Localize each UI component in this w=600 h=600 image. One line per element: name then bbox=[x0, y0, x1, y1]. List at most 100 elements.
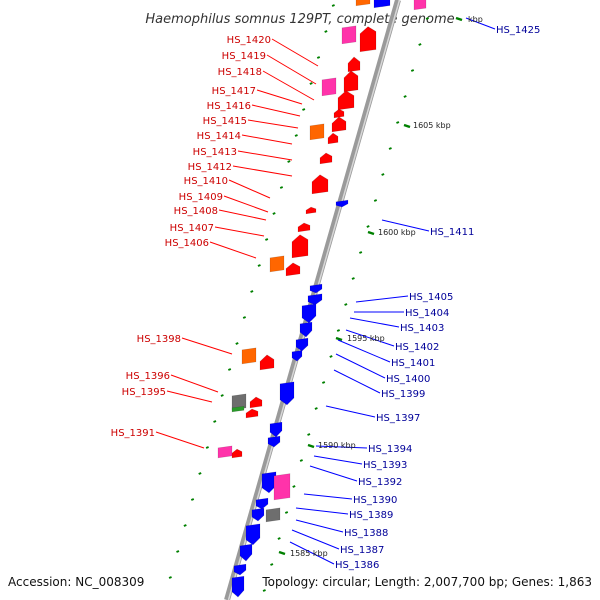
gene-feature bbox=[259, 354, 275, 371]
gene-feature bbox=[413, 0, 427, 11]
gene-label[interactable]: HS_1417 bbox=[212, 86, 256, 97]
gene-label[interactable]: HS_1395 bbox=[122, 387, 166, 398]
scale-tick bbox=[168, 576, 172, 579]
leader-line bbox=[355, 295, 409, 303]
scale-tick bbox=[284, 511, 289, 514]
leader-line bbox=[291, 529, 340, 550]
gene-label[interactable]: HS_1420 bbox=[227, 35, 271, 46]
gene-feature bbox=[273, 473, 291, 501]
gene-label[interactable]: HS_1396 bbox=[126, 371, 170, 382]
gene-label[interactable]: HS_1397 bbox=[376, 413, 420, 424]
scale-tick bbox=[287, 160, 291, 163]
gene-label[interactable]: HS_1390 bbox=[353, 495, 397, 506]
scale-tick bbox=[292, 485, 296, 488]
gene-label[interactable]: HS_1410 bbox=[184, 176, 228, 187]
scale-tick bbox=[316, 56, 321, 59]
gene-label[interactable]: HS_1414 bbox=[197, 131, 241, 142]
gene-feature bbox=[335, 199, 349, 208]
gene-label[interactable]: HS_1391 bbox=[111, 428, 155, 439]
gene-feature bbox=[261, 471, 277, 494]
leader-line bbox=[266, 54, 317, 85]
scale-tick bbox=[307, 433, 311, 436]
gene-feature bbox=[333, 108, 345, 119]
gene-feature bbox=[331, 116, 347, 133]
scale-tick bbox=[183, 524, 187, 527]
gene-label[interactable]: HS_1392 bbox=[358, 477, 402, 488]
gene-label[interactable]: HS_1425 bbox=[496, 25, 540, 36]
gene-label[interactable]: HS_1398 bbox=[137, 334, 181, 345]
scale-tick bbox=[344, 303, 348, 306]
gene-feature bbox=[291, 234, 309, 259]
gene-feature bbox=[239, 543, 253, 562]
gene-label[interactable]: HS_1412 bbox=[188, 162, 232, 173]
scale-tick bbox=[331, 4, 335, 7]
gene-label[interactable]: HS_1401 bbox=[391, 358, 435, 369]
position-marker: 1605 kbp bbox=[413, 121, 451, 130]
gene-feature bbox=[307, 293, 323, 306]
gene-feature bbox=[311, 174, 329, 195]
gene-label[interactable]: HS_1406 bbox=[165, 238, 209, 249]
scale-tick bbox=[250, 290, 254, 293]
gene-feature bbox=[255, 497, 269, 510]
gene-feature bbox=[337, 90, 355, 111]
gene-label[interactable]: HS_1388 bbox=[344, 528, 388, 539]
leader-line bbox=[381, 219, 430, 232]
leader-line bbox=[325, 405, 376, 418]
leader-line bbox=[315, 445, 368, 449]
scale-tick bbox=[277, 537, 281, 540]
leader-line bbox=[237, 150, 293, 161]
leader-line bbox=[289, 541, 335, 565]
gene-feature bbox=[233, 563, 247, 576]
accession-text: Accession: NC_008309 bbox=[8, 575, 144, 589]
leader-line bbox=[295, 519, 344, 533]
gene-label[interactable]: HS_1411 bbox=[430, 227, 474, 238]
gene-label[interactable]: HS_1402 bbox=[395, 342, 439, 353]
gene-label[interactable]: HS_1404 bbox=[405, 308, 449, 319]
scale-tick bbox=[299, 459, 303, 462]
position-marker-tick bbox=[367, 230, 375, 236]
position-marker-tick bbox=[403, 123, 411, 129]
leader-line bbox=[166, 390, 213, 403]
gene-feature bbox=[231, 575, 245, 598]
gene-label[interactable]: HS_1403 bbox=[400, 323, 444, 334]
leader-line bbox=[155, 431, 205, 449]
position-marker: 1600 kbp bbox=[378, 228, 416, 237]
gene-label[interactable]: HS_1405 bbox=[409, 292, 453, 303]
scale-tick bbox=[309, 82, 313, 85]
scale-ticks bbox=[168, 4, 463, 592]
gene-label[interactable]: HS_1394 bbox=[368, 444, 412, 455]
scale-tick bbox=[359, 251, 363, 254]
gene-label[interactable]: HS_1419 bbox=[222, 51, 266, 62]
gene-label[interactable]: HS_1399 bbox=[381, 389, 425, 400]
gene-label[interactable]: HS_1389 bbox=[349, 510, 393, 521]
leader-line bbox=[223, 195, 269, 213]
position-marker: kbp bbox=[468, 15, 483, 24]
gene-label[interactable]: HS_1386 bbox=[335, 560, 379, 571]
gene-feature bbox=[319, 152, 333, 165]
gene-label[interactable]: HS_1413 bbox=[193, 147, 237, 158]
gene-label[interactable]: HS_1416 bbox=[207, 101, 251, 112]
scale-tick bbox=[257, 264, 261, 267]
gene-label[interactable]: HS_1393 bbox=[363, 460, 407, 471]
gene-label[interactable]: HS_1387 bbox=[340, 545, 384, 556]
gene-label[interactable]: HS_1415 bbox=[203, 116, 247, 127]
gene-label[interactable]: HS_1400 bbox=[386, 374, 430, 385]
gene-label[interactable]: HS_1409 bbox=[179, 192, 223, 203]
leader-line bbox=[214, 226, 265, 237]
gene-label[interactable]: HS_1418 bbox=[218, 67, 262, 78]
scale-tick bbox=[366, 225, 370, 228]
leader-line bbox=[170, 374, 219, 393]
scale-tick bbox=[220, 394, 224, 397]
gene-feature bbox=[231, 393, 247, 411]
scale-tick bbox=[396, 121, 400, 124]
gene-feature bbox=[285, 262, 301, 277]
gene-feature bbox=[245, 408, 259, 419]
position-marker: 1585 kbp bbox=[290, 549, 328, 558]
gene-label[interactable]: HS_1407 bbox=[170, 223, 214, 234]
leader-line bbox=[218, 209, 267, 221]
gene-label[interactable]: HS_1408 bbox=[174, 206, 218, 217]
leader-line bbox=[337, 339, 391, 363]
leader-line bbox=[232, 165, 293, 177]
gene-feature bbox=[309, 283, 323, 294]
